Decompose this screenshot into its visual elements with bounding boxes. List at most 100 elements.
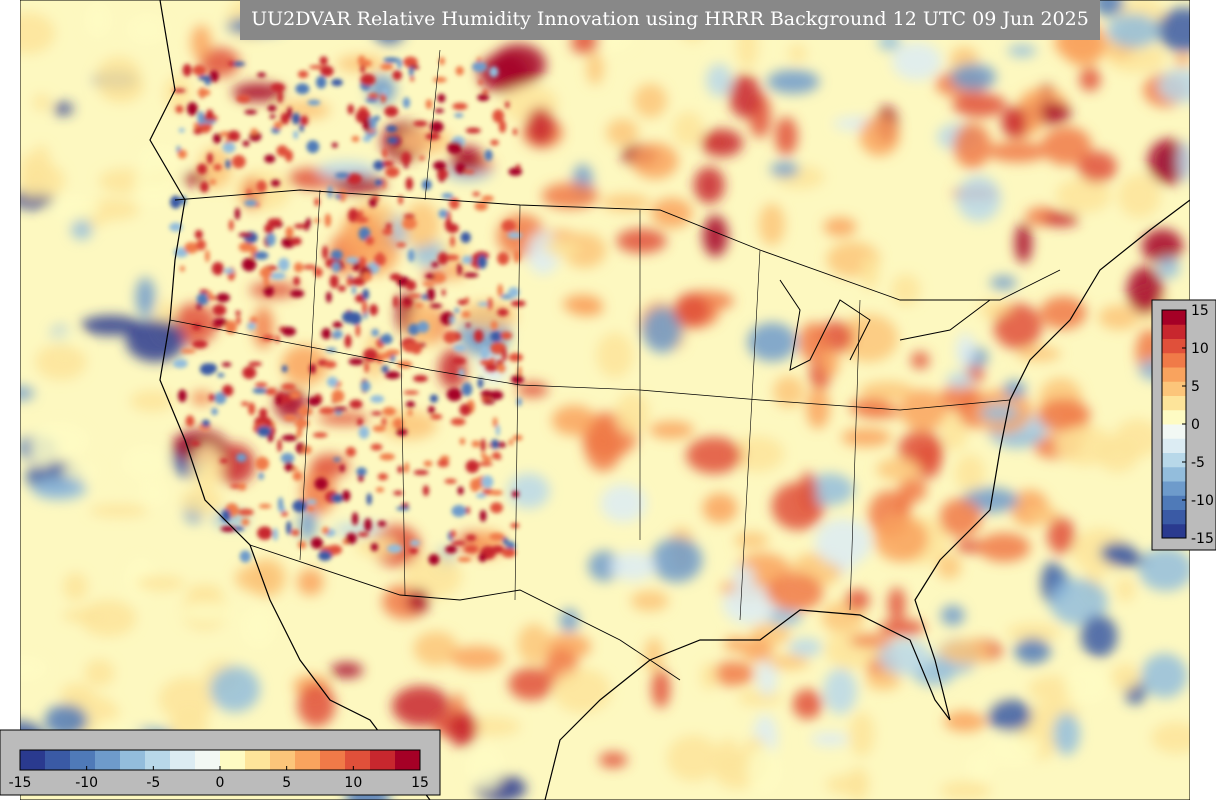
field-detail (202, 119, 217, 124)
field-blob (993, 303, 1043, 350)
field-blob (1157, 257, 1180, 279)
colorbar-step (270, 750, 296, 770)
field-detail (329, 274, 339, 289)
field-blob (766, 69, 820, 94)
field-detail (429, 303, 443, 309)
field-detail (216, 292, 230, 303)
field-detail (357, 256, 367, 269)
field-detail (277, 90, 283, 104)
field-detail (512, 128, 518, 136)
field-detail (510, 374, 524, 385)
field-detail (248, 361, 262, 367)
field-detail (434, 108, 445, 114)
field-detail (314, 477, 328, 491)
field-detail (372, 425, 386, 432)
field-blob (648, 421, 695, 439)
field-detail (446, 387, 463, 402)
field-blob (215, 443, 255, 485)
field-blob (139, 480, 169, 507)
field-detail (192, 64, 207, 76)
field-detail (413, 375, 428, 383)
field-detail (366, 493, 372, 506)
field-blob (814, 518, 872, 567)
field-detail (271, 425, 276, 436)
field-blob (955, 333, 976, 368)
field-detail (426, 287, 436, 302)
field-detail (208, 393, 215, 402)
field-detail (345, 532, 357, 545)
field-blob (642, 306, 682, 353)
colorbar-step (120, 750, 146, 770)
field-detail (441, 193, 454, 199)
field-blob (35, 343, 87, 380)
field-blob (633, 83, 668, 118)
field-blob (1092, 0, 1125, 17)
field-blob (644, 637, 664, 673)
boundaries (149, 0, 1190, 800)
field-blob (651, 197, 693, 229)
field-detail (393, 490, 404, 496)
field-detail (275, 334, 280, 344)
field-blob (788, 638, 823, 657)
field-detail (293, 276, 300, 287)
field-detail (284, 395, 293, 404)
field-detail (484, 363, 498, 372)
field-blob (987, 729, 1040, 767)
colorbar-step (1162, 409, 1186, 425)
field-detail (185, 415, 195, 427)
field-blob (126, 14, 167, 45)
field-blob (799, 471, 818, 514)
field-blob (33, 93, 50, 111)
field-detail (177, 149, 187, 159)
field-blob (397, 127, 452, 155)
field-detail (370, 395, 385, 403)
field-blob (987, 699, 1033, 732)
field-blob (667, 735, 720, 782)
field-detail (351, 512, 359, 526)
field-detail (331, 493, 344, 503)
field-detail (431, 272, 446, 283)
field-detail (403, 213, 415, 220)
field-blob (559, 608, 579, 633)
field-detail (305, 499, 317, 505)
field-detail (325, 291, 332, 303)
field-blob (1157, 68, 1190, 103)
field-detail (221, 509, 231, 522)
field-detail (428, 553, 440, 565)
field-detail (479, 509, 487, 522)
field-detail (207, 290, 213, 301)
field-blob (1141, 653, 1188, 698)
field-detail (254, 382, 268, 388)
field-detail (404, 462, 410, 474)
field-blob (403, 554, 462, 599)
field-detail (318, 550, 332, 561)
field-blob (798, 322, 828, 362)
field-detail (286, 520, 292, 535)
field-detail (285, 226, 294, 238)
field-detail (444, 478, 457, 484)
border-line (174, 189, 1061, 301)
field-detail (484, 149, 493, 161)
field-detail (235, 310, 241, 316)
field-detail (321, 328, 332, 340)
colorbar-step (1162, 395, 1186, 411)
field-detail (293, 130, 299, 140)
field-blob (879, 619, 926, 636)
field-detail (299, 124, 304, 133)
field-blob (847, 766, 869, 800)
field-blob (838, 314, 899, 363)
colorbar-tick-label: -15 (9, 775, 32, 791)
field-blob (1007, 44, 1037, 57)
field-detail (335, 172, 350, 179)
field-blob (734, 531, 769, 549)
field-detail (356, 467, 367, 476)
field-blob (900, 389, 947, 432)
field-blob (507, 473, 550, 509)
field-blob (30, 426, 55, 468)
field-detail (508, 167, 523, 176)
field-detail (461, 382, 473, 397)
field-detail (222, 142, 236, 153)
field-detail (477, 377, 484, 389)
field-blob (1055, 425, 1115, 466)
